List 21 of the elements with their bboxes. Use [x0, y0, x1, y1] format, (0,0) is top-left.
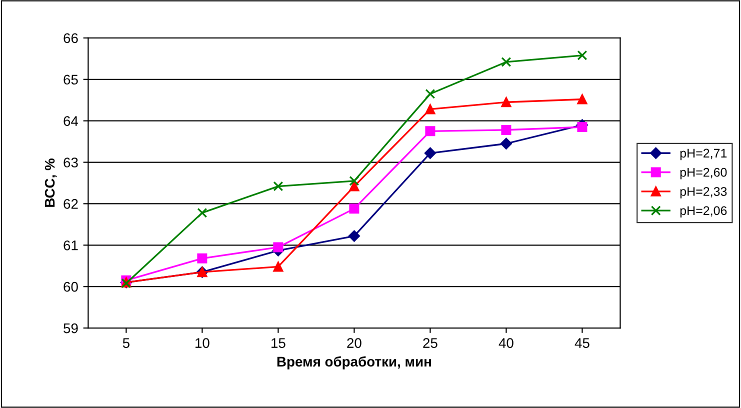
- legend-label: pH=2,71: [680, 148, 727, 160]
- legend-label: pH=2,06: [680, 206, 727, 218]
- y-tick-label: 62: [64, 199, 78, 209]
- legend-label: pH=2,60: [680, 168, 727, 180]
- y-tick-label: 64: [64, 116, 78, 126]
- x-tick-label: 40: [498, 338, 514, 348]
- x-tick-label: 10: [196, 338, 210, 348]
- x-tick-label: 15: [272, 338, 286, 348]
- x-axis-title: Время обработки, мин: [277, 356, 431, 370]
- y-tick-label: 63: [64, 158, 78, 168]
- y-tick-label: 66: [64, 33, 78, 44]
- y-tick-label: 65: [64, 74, 78, 85]
- y-axis-title: ВСС, %: [44, 158, 57, 207]
- y-tick-label: 60: [64, 282, 78, 292]
- x-tick-label: 20: [347, 338, 362, 348]
- y-tick-label: 61: [64, 240, 78, 250]
- legend-label: pH=2,33: [680, 187, 727, 198]
- x-tick-label: 45: [574, 338, 590, 348]
- x-tick-label: 25: [423, 338, 438, 348]
- x-tick-label: 5: [122, 338, 130, 348]
- y-tick-label: 59: [64, 323, 78, 334]
